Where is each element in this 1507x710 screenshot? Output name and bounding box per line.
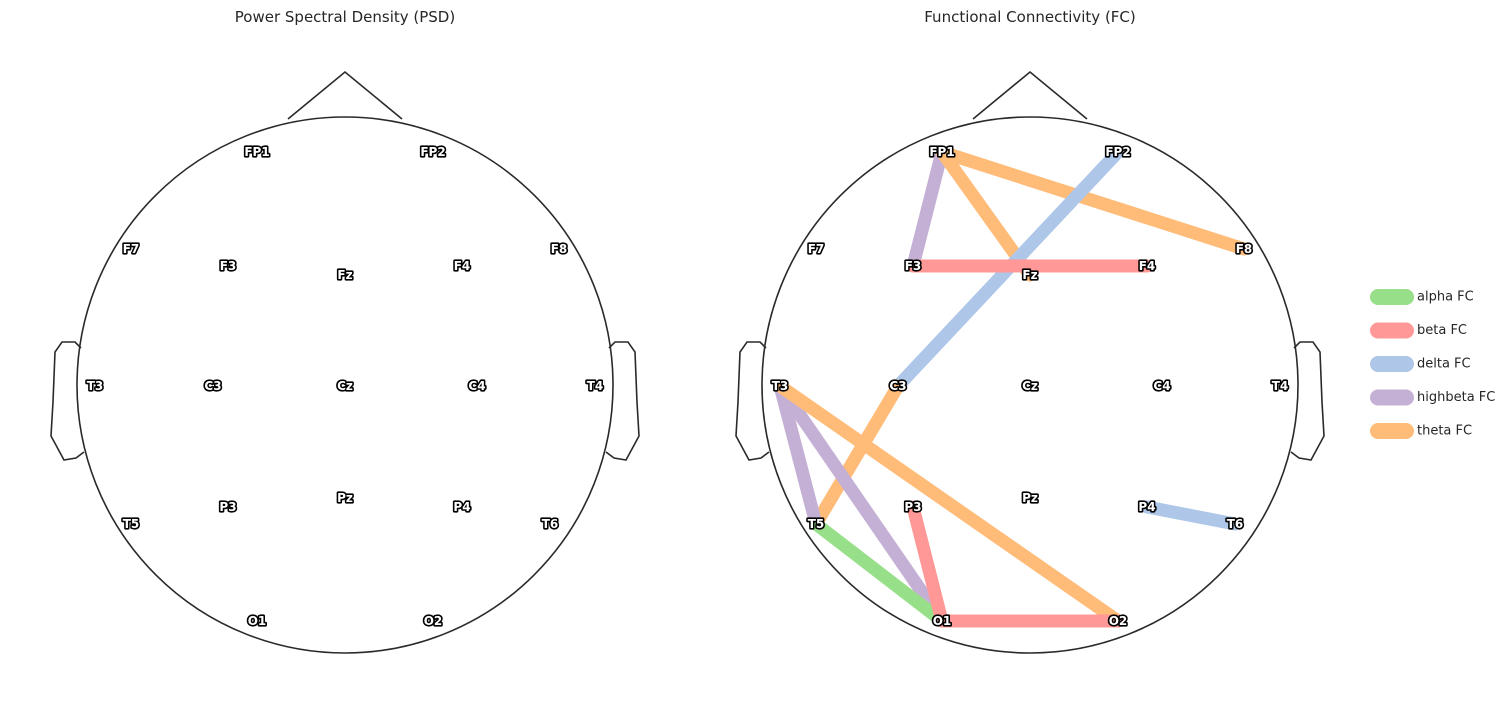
electrode-label-P3: P3 [219, 500, 236, 514]
electrode-label-Pz: Pz [337, 491, 353, 505]
electrode-label-FP2: FP2 [1105, 145, 1130, 159]
electrode-label-C4: C4 [1153, 379, 1170, 393]
connection-theta-C3-T5 [809, 379, 905, 531]
electrode-label-Pz: Pz [1022, 491, 1038, 505]
connection-theta-T3-O2 [773, 379, 1125, 628]
fc-connections [773, 145, 1251, 628]
electrode-label-F7: F7 [808, 242, 825, 256]
electrode-label-O1: O1 [933, 614, 952, 628]
connection-theta-FP1-F8 [935, 145, 1251, 256]
head-circle [76, 116, 614, 654]
electrode-label-P3: P3 [904, 500, 921, 514]
electrode-label-T3: T3 [87, 379, 104, 393]
connection-highbeta-T3-T5 [773, 379, 823, 531]
fc-head [735, 70, 1325, 654]
electrode-label-T4: T4 [587, 379, 604, 393]
electrode-label-Fz: Fz [337, 268, 352, 282]
legend: alpha FC beta FC delta FC highbeta FC theta … [1370, 289, 1495, 439]
connection-delta-P4-T6 [1140, 500, 1242, 531]
electrode-label-Fz: Fz [1022, 268, 1037, 282]
electrode-label-C3: C3 [889, 379, 906, 393]
right-ear [1290, 341, 1325, 461]
psd-panel: Power Spectral Density (PSD) FP1 FP2F7F3F… [50, 8, 640, 654]
electrode-label-T3: T3 [772, 379, 789, 393]
electrode-label-F8: F8 [551, 242, 568, 256]
nose [287, 70, 403, 120]
electrode-label-FP2: FP2 [420, 145, 445, 159]
psd-title: Power Spectral Density (PSD) [235, 8, 455, 26]
fc-title: Functional Connectivity (FC) [924, 8, 1136, 26]
electrode-label-F4: F4 [454, 259, 471, 273]
electrode-label-C4: C4 [468, 379, 485, 393]
legend-label-beta: beta FC [1417, 323, 1467, 338]
head-circle [761, 116, 1299, 654]
electrode-label-P4: P4 [453, 500, 470, 514]
electrode-label-T4: T4 [1272, 379, 1289, 393]
legend-label-alpha: alpha FC [1417, 290, 1474, 305]
electrode-label-C3: C3 [204, 379, 221, 393]
electrode-label-F8: F8 [1236, 242, 1253, 256]
left-ear [735, 341, 770, 461]
electrode-label-T6: T6 [542, 517, 559, 531]
electrode-label-O2: O2 [424, 614, 443, 628]
electrode-label-O1: O1 [248, 614, 267, 628]
legend-label-delta: delta FC [1417, 357, 1471, 372]
connection-highbeta-FP1-F3 [906, 145, 949, 273]
connection-alpha-T5-O1 [809, 517, 949, 628]
psd-head [50, 70, 640, 654]
right-ear [605, 341, 640, 461]
electrode-label-T5: T5 [123, 517, 140, 531]
electrode-label-Cz: Cz [1022, 379, 1038, 393]
electrode-label-T6: T6 [1227, 517, 1244, 531]
electrode-label-Cz: Cz [337, 379, 353, 393]
electrode-label-FP1: FP1 [929, 145, 954, 159]
fc-panel: Functional Connectivity (FC) FP1 FP2F7F3F… [735, 8, 1325, 654]
electrode-label-O2: O2 [1109, 614, 1128, 628]
left-ear [50, 341, 85, 461]
electrode-label-F3: F3 [905, 259, 922, 273]
electrode-label-F4: F4 [1139, 259, 1156, 273]
legend-label-theta: theta FC [1417, 424, 1472, 439]
fc-electrode-labels: FP1 FP2 F7 F3 Fz F4 F8 T3 C3 Cz C4 T4 T5 P3 Pz P4 T6 O1 O2 [770, 143, 1290, 629]
legend-label-highbeta: highbeta FC [1417, 390, 1495, 405]
electrode-label-FP1: FP1 [244, 145, 269, 159]
nose [972, 70, 1088, 120]
electrode-label-F3: F3 [220, 259, 237, 273]
electrode-label-P4: P4 [1138, 500, 1155, 514]
electrode-label-T5: T5 [808, 517, 825, 531]
connection-beta-P3-O1 [906, 500, 949, 628]
connection-highbeta-T3-O1 [773, 379, 949, 628]
psd-electrode-labels: FP1 FP2 F7 F3 Fz F4 F8 T3 C3 Cz C4 T4 T5 P3 Pz P4 T6 O1 O2 [85, 143, 605, 629]
electrode-label-F7: F7 [123, 242, 140, 256]
